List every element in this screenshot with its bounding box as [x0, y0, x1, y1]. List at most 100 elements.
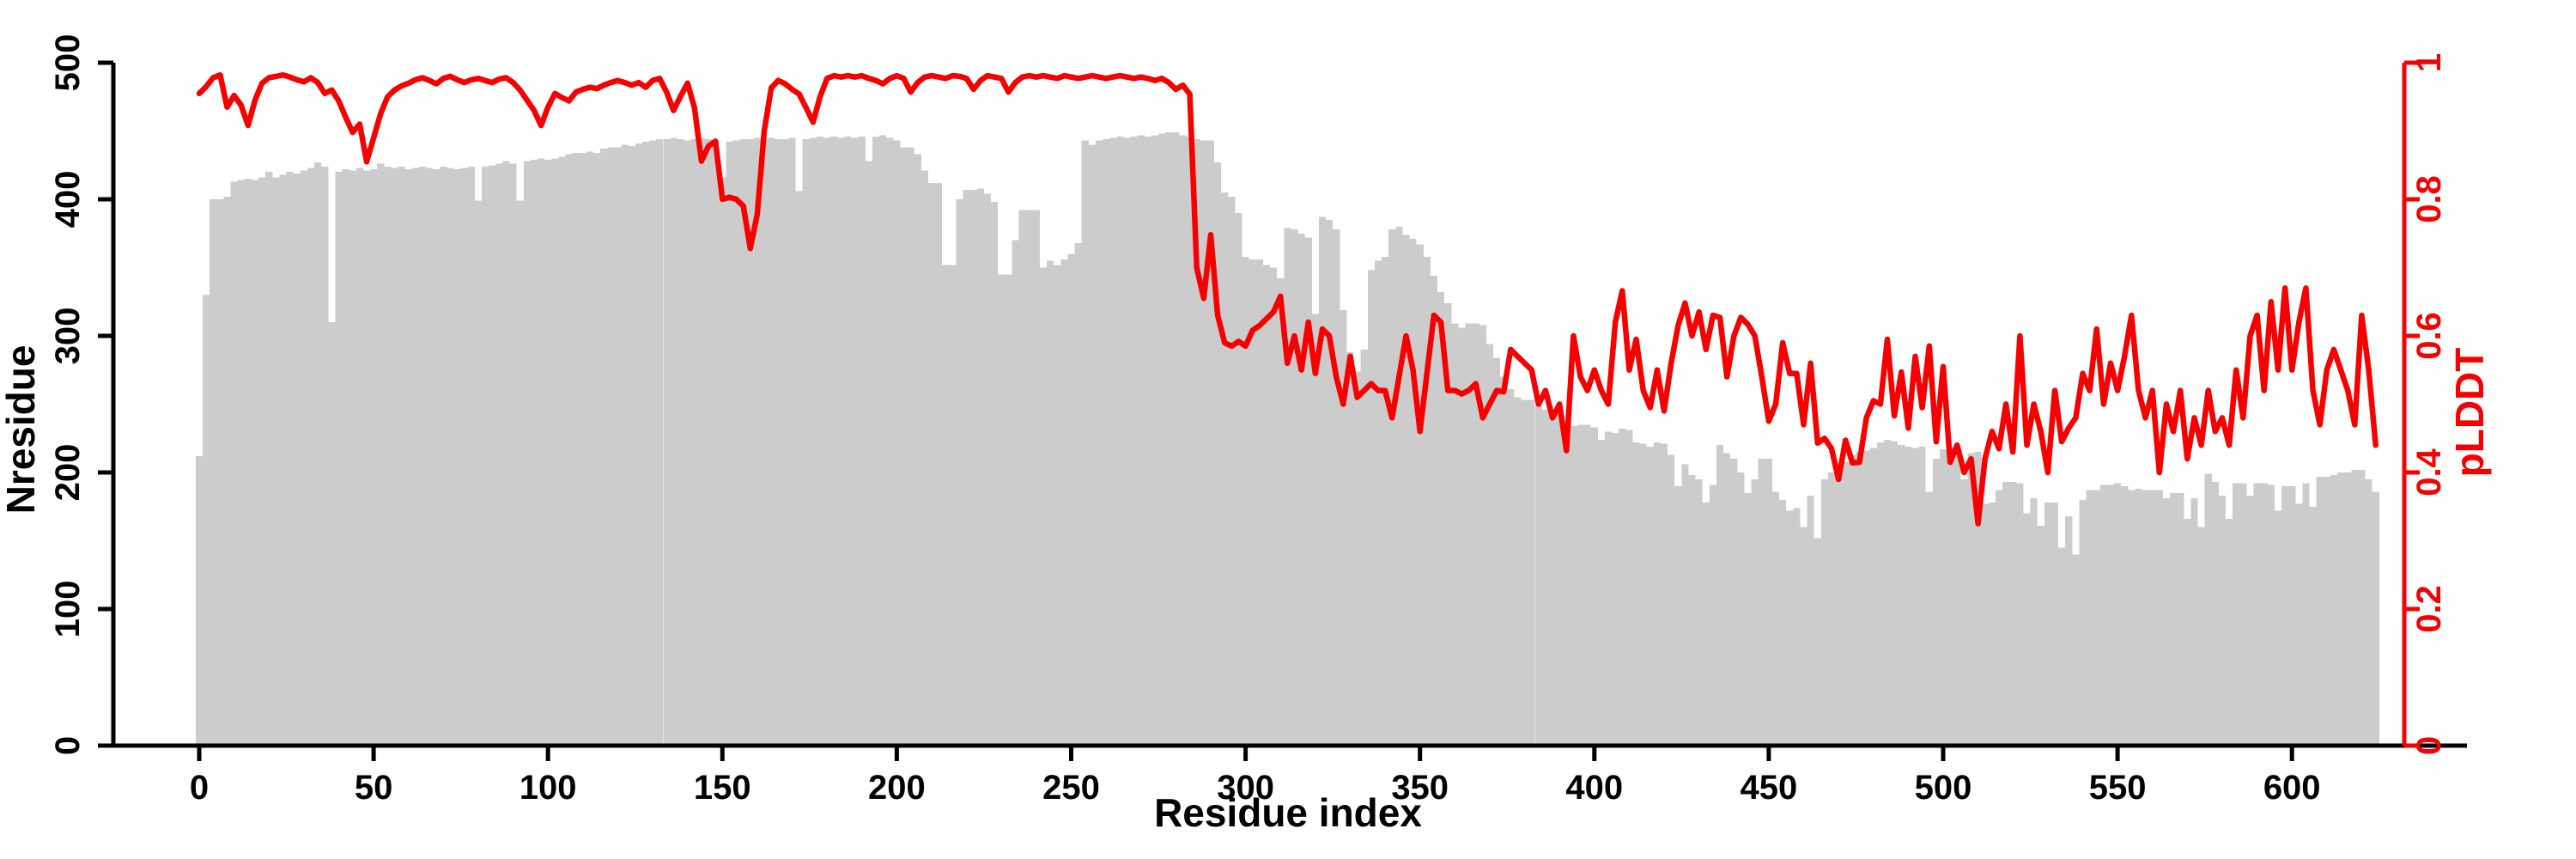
bar: [2197, 527, 2205, 746]
bar: [621, 144, 629, 746]
bar: [1262, 265, 1271, 746]
bar: [1109, 137, 1117, 746]
bar: [1200, 140, 1207, 746]
bar: [2274, 510, 2282, 746]
bar: [1716, 445, 1724, 746]
bar: [1534, 405, 1542, 746]
bar: [2218, 496, 2227, 746]
plddt-line-series: [196, 72, 2379, 527]
bar: [1416, 244, 1424, 746]
bar: [1242, 256, 1249, 746]
bar: [349, 170, 356, 746]
bar: [2121, 485, 2129, 746]
bar: [1612, 432, 1619, 746]
bar: [404, 169, 412, 746]
bar: [865, 161, 872, 746]
bar: [1856, 452, 1863, 746]
bar: [1430, 276, 1438, 746]
bar: [1472, 323, 1479, 746]
bar: [1681, 464, 1689, 746]
bar: [1165, 132, 1173, 746]
bar: [704, 139, 713, 746]
bar: [837, 137, 845, 746]
bar: [300, 170, 307, 746]
bar: [2302, 483, 2310, 746]
bar: [1619, 429, 1626, 746]
bar: [1646, 446, 1654, 746]
bar: [1939, 448, 1947, 746]
bar: [2177, 492, 2184, 746]
bar: [586, 151, 593, 746]
bar: [1918, 446, 1926, 746]
bar: [1353, 371, 1361, 746]
bar: [2016, 483, 2024, 746]
bar: [1388, 228, 1396, 746]
bar: [1158, 133, 1166, 746]
bar: [1130, 136, 1138, 746]
bar: [1402, 235, 1410, 746]
bar: [216, 199, 224, 746]
bar: [2226, 519, 2233, 746]
bar: [2316, 476, 2324, 746]
bar: [1193, 139, 1200, 746]
bar: [2190, 498, 2198, 746]
bar: [1235, 212, 1242, 746]
bar: [460, 168, 468, 746]
bar: [2281, 485, 2289, 746]
bar: [2323, 476, 2330, 746]
bar: [1995, 490, 2003, 746]
bar: [753, 137, 761, 746]
bar: [2358, 469, 2366, 746]
bar: [1653, 442, 1661, 746]
bar: [1911, 448, 1919, 746]
bar: [244, 179, 252, 746]
bar: [1702, 502, 1710, 746]
bar: [1137, 135, 1145, 746]
bar: [1632, 442, 1640, 746]
bar: [1088, 144, 1096, 746]
bar: [489, 165, 496, 746]
bottom-axis-tick-label: 550: [2089, 769, 2147, 807]
bar: [942, 265, 950, 746]
bar: [1465, 323, 1473, 746]
bar: [1827, 472, 1836, 746]
bar: [886, 137, 894, 746]
bar: [802, 139, 810, 746]
bar: [900, 147, 908, 746]
bar: [739, 139, 747, 746]
bar: [851, 137, 859, 746]
bar: [844, 136, 852, 746]
bottom-axis-tick-label: 600: [2263, 769, 2321, 807]
bar: [1179, 135, 1187, 746]
bottom-axis-tick-label: 400: [1565, 769, 1623, 807]
bar: [1340, 309, 1347, 746]
bar: [1382, 256, 1389, 746]
bar: [2106, 484, 2115, 746]
bar: [656, 139, 664, 746]
bar: [474, 200, 483, 746]
bar: [2114, 483, 2122, 746]
bar: [719, 177, 726, 746]
bottom-axis-tick-label: 150: [694, 769, 751, 807]
bar: [746, 139, 754, 746]
bar: [1095, 140, 1103, 746]
bar: [1849, 454, 1856, 746]
bar: [697, 137, 705, 746]
bar: [2162, 498, 2171, 746]
bar: [572, 152, 580, 746]
bar: [1820, 478, 1828, 746]
bar: [1668, 454, 1675, 746]
bar: [433, 169, 440, 746]
bar: [1988, 502, 1996, 746]
bar: [1548, 411, 1557, 746]
right-axis-title: pLDDT: [2447, 348, 2492, 478]
bar: [1800, 527, 1807, 746]
left-axis-tick-label: 300: [49, 308, 87, 365]
bar: [440, 166, 447, 746]
bar: [1025, 210, 1033, 746]
bottom-axis-tick-label: 200: [868, 769, 926, 807]
bar: [1172, 132, 1180, 746]
bar: [2330, 475, 2337, 746]
bar: [1883, 439, 1892, 746]
